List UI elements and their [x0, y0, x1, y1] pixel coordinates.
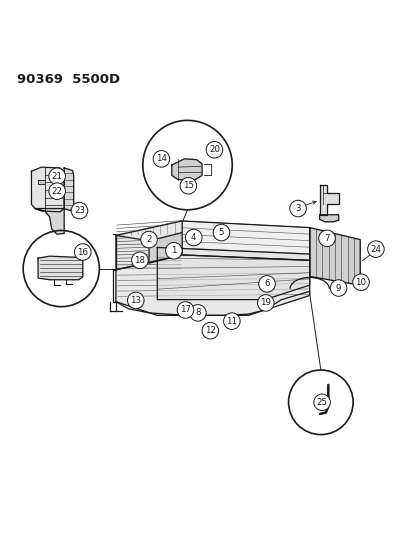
Circle shape	[74, 244, 91, 260]
Circle shape	[185, 229, 202, 246]
Polygon shape	[116, 221, 182, 270]
Circle shape	[49, 183, 65, 199]
Polygon shape	[116, 221, 182, 241]
Text: 1: 1	[171, 246, 176, 255]
Polygon shape	[31, 167, 64, 212]
Circle shape	[131, 252, 148, 269]
Polygon shape	[182, 221, 309, 260]
Text: 13: 13	[130, 296, 141, 305]
Text: 9: 9	[335, 284, 340, 293]
Text: 15: 15	[183, 181, 193, 190]
Circle shape	[189, 304, 206, 321]
Polygon shape	[38, 256, 83, 280]
Circle shape	[223, 313, 240, 329]
Circle shape	[71, 203, 88, 219]
Polygon shape	[149, 232, 182, 263]
Text: 24: 24	[370, 245, 380, 254]
Text: 11: 11	[226, 317, 237, 326]
Text: 6: 6	[263, 279, 269, 288]
Polygon shape	[319, 215, 338, 222]
Text: 18: 18	[134, 256, 145, 265]
Text: 90369  5500D: 90369 5500D	[17, 73, 119, 86]
Circle shape	[289, 200, 306, 217]
Text: 10: 10	[355, 278, 366, 287]
Circle shape	[180, 177, 196, 194]
Polygon shape	[35, 208, 64, 234]
Circle shape	[202, 322, 218, 339]
Text: 5: 5	[218, 228, 224, 237]
Text: 22: 22	[52, 187, 62, 196]
Polygon shape	[64, 168, 74, 211]
Text: 25: 25	[316, 398, 327, 407]
Text: 20: 20	[209, 146, 219, 154]
Circle shape	[257, 295, 273, 311]
Polygon shape	[309, 228, 359, 285]
Text: 7: 7	[323, 234, 329, 243]
Circle shape	[177, 302, 193, 318]
Polygon shape	[38, 180, 45, 184]
Text: 4: 4	[190, 233, 196, 242]
Circle shape	[330, 280, 346, 296]
Circle shape	[165, 243, 182, 259]
Circle shape	[140, 231, 157, 248]
Text: 23: 23	[74, 206, 85, 215]
Polygon shape	[116, 255, 309, 316]
Text: 16: 16	[77, 247, 88, 256]
Circle shape	[318, 230, 335, 247]
Circle shape	[153, 151, 169, 167]
Circle shape	[367, 241, 383, 257]
Text: 21: 21	[52, 172, 62, 181]
Circle shape	[206, 141, 222, 158]
Circle shape	[352, 274, 368, 290]
Text: 3: 3	[294, 204, 300, 213]
Circle shape	[213, 224, 229, 241]
Polygon shape	[171, 159, 202, 180]
Circle shape	[127, 292, 144, 309]
Polygon shape	[157, 247, 309, 300]
Text: 19: 19	[260, 298, 271, 308]
Circle shape	[258, 276, 275, 292]
Circle shape	[49, 168, 65, 184]
Circle shape	[313, 394, 330, 410]
Text: 2: 2	[146, 235, 152, 244]
Text: 14: 14	[156, 155, 166, 163]
Text: 17: 17	[180, 305, 190, 314]
Text: 8: 8	[195, 309, 200, 317]
Polygon shape	[319, 184, 338, 215]
Text: 12: 12	[204, 326, 215, 335]
